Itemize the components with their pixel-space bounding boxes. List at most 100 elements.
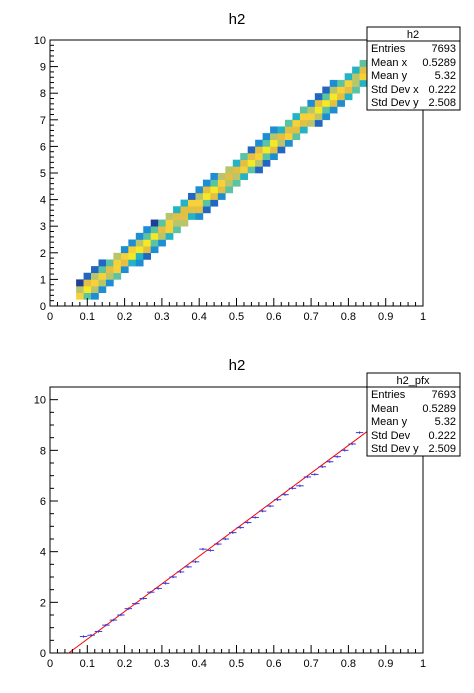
y-tick-label: 10 xyxy=(34,395,46,407)
heatmap-cell xyxy=(173,219,181,227)
heatmap-cell xyxy=(188,192,196,200)
heatmap-cell xyxy=(240,159,248,167)
heatmap-cell xyxy=(188,212,196,220)
heatmap-cell xyxy=(113,259,122,267)
heatmap-cell xyxy=(352,73,360,81)
bottom-profile-points xyxy=(79,431,364,638)
heatmap-cell xyxy=(322,93,331,101)
heatmap-cell xyxy=(277,133,286,141)
x-tick-label: 0.7 xyxy=(303,658,318,670)
heatmap-cell xyxy=(173,212,181,220)
heatmap-cell xyxy=(262,146,271,154)
heatmap-cell xyxy=(91,286,99,293)
heatmap-cell xyxy=(247,166,256,174)
heatmap-cell xyxy=(143,252,152,260)
heatmap-cell xyxy=(314,106,323,114)
heatmap-cell xyxy=(284,133,293,141)
x-tick-label: 0.9 xyxy=(378,311,393,323)
heatmap-cell xyxy=(76,292,84,300)
heatmap-cell xyxy=(83,279,92,287)
x-tick-label: 0.5 xyxy=(229,658,244,670)
heatmap-cell xyxy=(120,259,129,267)
heatmap-cell xyxy=(105,259,114,267)
heatmap-cell xyxy=(202,179,211,187)
y-tick-label: 5 xyxy=(40,168,46,180)
x-tick-label: 0.3 xyxy=(154,658,169,670)
heatmap-cell xyxy=(307,106,316,114)
heatmap-cell xyxy=(329,79,338,87)
heatmap-cell xyxy=(337,93,345,101)
heatmap-cell xyxy=(225,186,234,194)
heatmap-cell xyxy=(210,179,219,187)
heatmap-cell xyxy=(173,206,181,214)
heatmap-cell xyxy=(262,153,271,160)
heatmap-cell xyxy=(202,199,211,207)
heatmap-cell xyxy=(83,272,92,280)
heatmap-cell xyxy=(322,99,331,107)
heatmap-cell xyxy=(255,139,263,147)
heatmap-cell xyxy=(120,266,129,274)
y-tick-label: 9 xyxy=(40,62,46,74)
heatmap-cell xyxy=(322,86,331,94)
heatmap-cell xyxy=(352,79,360,87)
bottom-stats-value-1: 0.5289 xyxy=(422,403,456,415)
heatmap-cell xyxy=(91,292,99,300)
heatmap-cell xyxy=(232,173,241,180)
top-panel: h2 0 0.1 0.2 0.3 0.4 0.5 0.6 0.7 0.8 0.9 101234567… xyxy=(34,11,461,323)
heatmap-cell xyxy=(98,286,107,293)
heatmap-cell xyxy=(143,232,152,240)
heatmap-cell xyxy=(143,246,152,254)
heatmap-cell xyxy=(128,246,137,254)
heatmap-cell xyxy=(120,246,129,254)
bottom-stats-value-0: 7693 xyxy=(432,389,456,401)
heatmap-cell xyxy=(165,232,174,240)
heatmap-cell xyxy=(217,192,226,200)
heatmap-cell xyxy=(314,93,323,101)
heatmap-cell xyxy=(76,286,84,293)
heatmap-cell xyxy=(329,106,338,114)
y-tick-label: 4 xyxy=(40,547,46,559)
heatmap-cell xyxy=(299,126,308,134)
x-tick-label: 0.1 xyxy=(80,658,95,670)
heatmap-cell xyxy=(202,206,211,214)
heatmap-cell xyxy=(91,279,99,287)
x-tick-label: 0.9 xyxy=(378,658,393,670)
heatmap-cell xyxy=(277,126,286,134)
y-tick-label: 10 xyxy=(34,35,46,47)
x-tick-label: 1 xyxy=(420,658,426,670)
top-stats-label-1: Mean x xyxy=(371,57,408,69)
heatmap-cell xyxy=(225,173,234,180)
heatmap-cell xyxy=(255,153,263,160)
heatmap-cell xyxy=(232,166,241,174)
x-tick-label: 0.5 xyxy=(229,311,244,323)
top-stats-value-1: 0.5289 xyxy=(422,57,456,69)
x-tick-label: 0.2 xyxy=(117,311,132,323)
heatmap-cell xyxy=(128,259,137,267)
heatmap-cell xyxy=(165,212,174,220)
heatmap-cell xyxy=(135,232,144,240)
heatmap-cell xyxy=(98,266,107,274)
y-tick-label: 1 xyxy=(40,274,46,286)
top-stats-box: h2 Entries 7693 Mean x 0.5289 Mean y 5.3… xyxy=(366,26,461,111)
heatmap-cell xyxy=(180,212,189,220)
bottom-stats-value-3: 0.222 xyxy=(428,430,456,442)
x-tick-label: 0.6 xyxy=(266,658,281,670)
heatmap-cell xyxy=(210,173,219,180)
top-axis-ticks: 0 0.1 0.2 0.3 0.4 0.5 0.6 0.7 0.8 0.9 101234567891… xyxy=(34,35,426,323)
top-chart-title: h2 xyxy=(229,11,246,28)
heatmap-cell xyxy=(113,266,122,274)
bottom-stats-label-1: Mean xyxy=(371,403,399,415)
heatmap-cell xyxy=(247,153,256,160)
heatmap-cell xyxy=(188,206,196,214)
heatmap-cell xyxy=(337,86,345,94)
top-stats-name: h2 xyxy=(407,29,419,41)
heatmap-cell xyxy=(284,126,293,134)
heatmap-cell xyxy=(352,66,360,74)
heatmap-cell xyxy=(247,146,256,154)
heatmap-cell xyxy=(83,286,92,293)
heatmap-cell xyxy=(120,252,129,260)
heatmap-cell xyxy=(299,113,308,121)
heatmap-cell xyxy=(352,86,360,94)
heatmap-cell xyxy=(240,153,248,160)
